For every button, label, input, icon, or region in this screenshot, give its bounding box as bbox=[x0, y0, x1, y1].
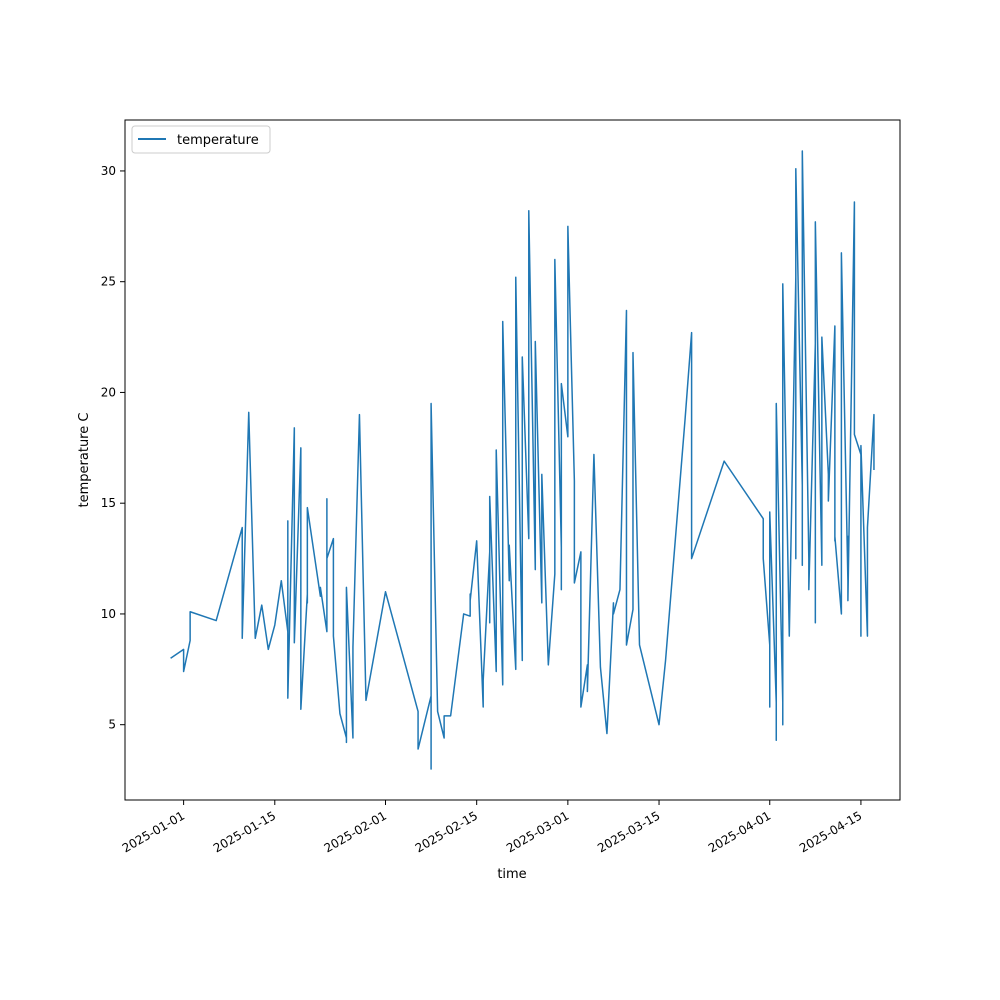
y-tick-label-2: 15 bbox=[101, 496, 116, 510]
plot-background bbox=[125, 120, 900, 800]
y-axis: 5 10 15 20 25 30 bbox=[101, 164, 125, 732]
y-tick-label-1: 10 bbox=[101, 607, 116, 621]
x-axis-title: time bbox=[497, 867, 526, 882]
plot-area bbox=[125, 120, 900, 800]
y-tick-label-0: 5 bbox=[108, 718, 116, 732]
y-axis-title: temperature C bbox=[77, 413, 92, 508]
series-line-temperature bbox=[170, 150, 875, 770]
legend: temperature bbox=[131, 125, 271, 154]
y-tick-label-4: 25 bbox=[101, 275, 116, 289]
y-tick-label-5: 30 bbox=[101, 164, 116, 178]
legend-box bbox=[131, 125, 271, 154]
legend-label: temperature bbox=[177, 133, 259, 148]
plot-frame bbox=[124, 119, 901, 801]
series-layer bbox=[170, 150, 875, 770]
y-tick-label-3: 20 bbox=[101, 385, 116, 399]
